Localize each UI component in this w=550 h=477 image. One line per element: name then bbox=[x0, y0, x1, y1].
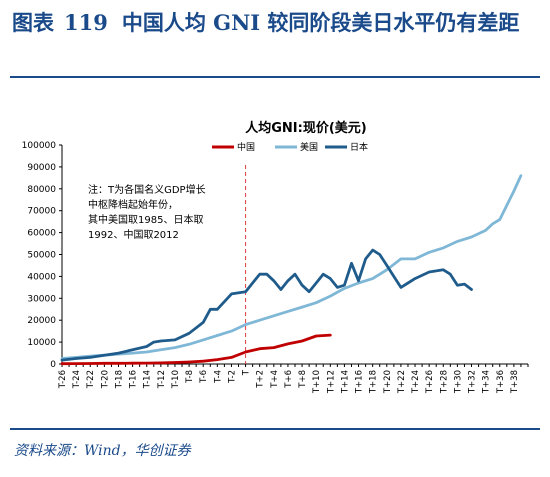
x-tick-label: T-8 bbox=[185, 370, 195, 384]
x-tick-label: T+26 bbox=[425, 370, 435, 394]
y-tick-label: 100000 bbox=[22, 141, 57, 151]
chart-note: 注：T为各国名义GDP增长 中枢降档起始年份， 其中美国取1985、日本取 19… bbox=[88, 183, 238, 243]
x-tick-label: T+36 bbox=[496, 370, 506, 394]
x-tick-label: T+24 bbox=[411, 370, 421, 394]
x-tick-label: T+38 bbox=[510, 370, 520, 394]
y-tick-label: 0 bbox=[50, 360, 56, 370]
x-tick-label: T+22 bbox=[397, 370, 407, 394]
series-line-china bbox=[60, 333, 332, 366]
x-tick-label: T+12 bbox=[326, 370, 336, 394]
y-tick-label: 10000 bbox=[27, 338, 56, 348]
note-line: 其中美国取1985、日本取 bbox=[88, 215, 204, 226]
series-line-japan bbox=[60, 248, 473, 362]
x-tick-label: T-20 bbox=[100, 370, 110, 389]
y-tick-label: 30000 bbox=[27, 294, 56, 304]
x-tick-label: T+2 bbox=[256, 370, 266, 389]
chart-title: 人均GNI:现价(美元) bbox=[245, 120, 366, 136]
series-line-usa bbox=[60, 174, 523, 360]
x-tick-label: T+28 bbox=[439, 370, 449, 394]
title-rule bbox=[10, 76, 540, 78]
legend-label-usa: 美国 bbox=[300, 141, 318, 153]
x-tick-label: T+8 bbox=[298, 370, 308, 389]
x-tick-label: T+32 bbox=[468, 370, 478, 394]
x-tick-label: T+10 bbox=[312, 370, 322, 394]
x-tick-label: T-10 bbox=[171, 370, 181, 389]
y-tick-label: 40000 bbox=[27, 272, 56, 282]
x-tick-label: T-22 bbox=[86, 370, 96, 389]
x-tick-label: T bbox=[242, 369, 252, 376]
x-tick-label: T+14 bbox=[340, 370, 350, 394]
x-tick-label: T-6 bbox=[199, 370, 209, 384]
note-line: 1992、中国取2012 bbox=[88, 230, 179, 241]
x-tick-label: T-4 bbox=[213, 370, 223, 384]
y-tick-label: 20000 bbox=[27, 316, 56, 326]
note-line: 中枢降档起始年份， bbox=[88, 200, 178, 211]
x-tick-label: T-14 bbox=[143, 370, 153, 389]
y-tick-label: 90000 bbox=[27, 163, 56, 173]
x-tick-label: T-26 bbox=[58, 370, 68, 389]
figure-label: 图表 bbox=[12, 10, 54, 35]
note-line: 注：T为各国名义GDP增长 bbox=[88, 185, 206, 196]
y-tick-label: 80000 bbox=[27, 185, 56, 195]
x-tick-label: T-16 bbox=[129, 370, 139, 389]
x-tick-label: T+34 bbox=[482, 370, 492, 394]
legend-label-china: 中国 bbox=[237, 141, 255, 153]
x-tick-label: T+4 bbox=[270, 370, 280, 389]
x-tick-label: T-18 bbox=[114, 370, 124, 389]
x-tick-label: T-2 bbox=[227, 370, 237, 384]
x-tick-label: T+30 bbox=[453, 370, 463, 394]
x-tick-label: T-12 bbox=[157, 370, 167, 389]
source-text: 资料来源：Wind，华创证券 bbox=[14, 443, 191, 459]
y-tick-label: 70000 bbox=[27, 207, 56, 217]
x-tick-label: T-24 bbox=[72, 370, 82, 389]
source-rule bbox=[10, 428, 540, 430]
legend-label-japan: 日本 bbox=[350, 141, 368, 153]
x-tick-label: T+18 bbox=[369, 370, 379, 394]
y-tick-label: 50000 bbox=[27, 251, 56, 261]
line-chart: 人均GNI:现价(美元) 中国 美国 日本 0 10000 20000 30000 40000 5… bbox=[22, 120, 529, 394]
x-tick-label: T+20 bbox=[383, 370, 393, 394]
x-tick-label: T+6 bbox=[284, 370, 294, 389]
x-tick-label: T+16 bbox=[355, 370, 365, 394]
figure-number: 119 bbox=[64, 10, 108, 35]
figure-title-text: 中国人均 GNI 较同阶段美日水平仍有差距 bbox=[121, 10, 520, 35]
y-tick-label: 60000 bbox=[27, 229, 56, 239]
figure-title: 图表 119 中国人均 GNI 较同阶段美日水平仍有差距 bbox=[12, 8, 538, 38]
